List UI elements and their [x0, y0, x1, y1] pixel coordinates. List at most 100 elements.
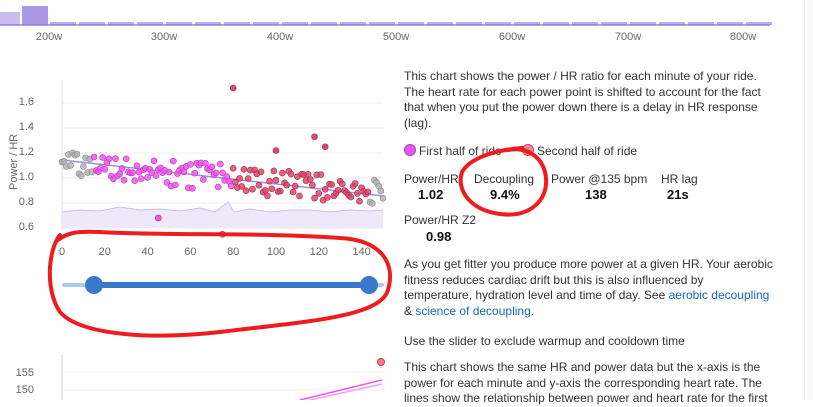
data-point — [364, 188, 372, 196]
histogram-bar — [79, 22, 105, 25]
histogram-bar — [746, 22, 772, 25]
data-point — [272, 176, 280, 184]
data-point — [339, 180, 346, 188]
data-point — [163, 179, 171, 186]
data-point — [101, 165, 109, 173]
power-hr-chart — [58, 80, 387, 238]
y-tick: 0.8 — [18, 196, 34, 208]
data-point — [306, 176, 314, 183]
data-point — [219, 169, 226, 177]
histogram-bar — [311, 22, 337, 25]
second-half-fit-line — [299, 379, 383, 400]
x-tick: 40 — [141, 246, 154, 258]
stat-power-hr-z2-value: 0.98 — [426, 229, 452, 244]
data-point — [214, 183, 222, 191]
hr-area — [62, 202, 383, 228]
data-point — [90, 153, 98, 161]
histogram-x-tick: 500w — [382, 31, 410, 43]
vertical-scrollbar[interactable] — [804, 0, 813, 400]
data-point — [351, 180, 359, 187]
data-point — [321, 186, 329, 193]
data-point — [217, 160, 224, 168]
data-point — [189, 184, 196, 192]
data-point — [232, 178, 239, 186]
data-point — [244, 175, 252, 182]
data-point — [191, 169, 198, 177]
y-tick: 1.4 — [18, 121, 34, 133]
slider-end-handle[interactable] — [359, 276, 378, 294]
histogram-bar — [340, 22, 366, 25]
histogram-x-tick: 600w — [498, 31, 526, 43]
stat-power-hr-label: Power/HR — [404, 172, 459, 186]
legend-first-half-label: First half of ride — [419, 144, 502, 158]
data-point — [208, 163, 216, 171]
slider-active-range — [94, 282, 369, 288]
second-chart-description: This chart shows the same HR and power d… — [404, 360, 768, 405]
data-point — [291, 182, 299, 190]
histogram-bar — [108, 22, 134, 25]
x-tick: 140 — [352, 246, 371, 258]
histogram-bar — [195, 22, 221, 25]
data-point — [99, 154, 106, 161]
legend-first-half[interactable]: First half of ride — [404, 144, 502, 158]
science-of-decoupling-link[interactable]: science of decoupling — [415, 303, 531, 318]
histogram-bar — [0, 12, 20, 25]
data-point — [227, 182, 235, 190]
stat-power-hr-value: 1.02 — [418, 187, 444, 202]
y-tick: 1.2 — [18, 146, 34, 158]
data-point — [270, 167, 278, 175]
power-histogram — [0, 6, 772, 26]
histogram-x-tick: 200w — [35, 31, 63, 43]
histogram-x-tick: 300w — [150, 31, 178, 43]
data-point — [377, 358, 385, 366]
data-point — [368, 200, 376, 207]
data-point — [212, 169, 220, 177]
histogram-x-tick: 800w — [729, 31, 757, 43]
data-point — [165, 168, 173, 176]
data-point — [187, 161, 194, 168]
x-tick: 80 — [227, 246, 240, 258]
histogram-bar — [166, 22, 192, 25]
data-point — [129, 169, 136, 176]
data-point — [172, 181, 179, 189]
histogram-bar — [630, 22, 656, 25]
aerobic-decoupling-link[interactable]: aerobic decoupling — [668, 288, 770, 302]
fitness-text: As you get fitter you produce more power… — [404, 257, 773, 302]
data-point — [105, 155, 113, 163]
data-point — [264, 192, 271, 200]
data-point — [80, 163, 87, 170]
data-point — [283, 181, 291, 189]
data-point — [242, 187, 250, 194]
data-point — [311, 133, 318, 141]
histogram-bar — [717, 22, 743, 25]
data-point — [356, 197, 363, 205]
data-point — [229, 165, 237, 172]
x-tick: 60 — [184, 246, 197, 258]
data-point — [73, 150, 81, 158]
stat-power-at-hr-label: Power @135 bpm — [551, 172, 648, 186]
histogram-bar — [514, 22, 540, 25]
histogram-bar — [253, 22, 279, 25]
y-tick: 155 — [15, 367, 34, 379]
fitness-description: As you get fitter you produce more power… — [404, 257, 774, 319]
slider-start-handle[interactable] — [85, 276, 104, 294]
data-point — [137, 175, 145, 183]
histogram-x-tick: 700w — [614, 31, 642, 43]
range-slider[interactable] — [62, 276, 384, 294]
data-point — [122, 155, 130, 163]
x-tick: 0 — [58, 246, 66, 258]
period-text: . — [530, 303, 535, 318]
histogram-bar — [659, 22, 685, 25]
data-point — [268, 185, 276, 193]
histogram-bar — [543, 22, 569, 25]
histogram-x-tick: 400w — [266, 31, 294, 43]
data-point — [266, 177, 273, 185]
data-point — [255, 181, 263, 189]
histogram-bar — [224, 22, 250, 25]
slider-hint: Use the slider to exclude warmup and coo… — [404, 334, 685, 348]
data-point — [240, 166, 248, 173]
data-point — [272, 147, 280, 154]
data-point — [279, 169, 286, 177]
first-half-fit-line — [309, 383, 383, 400]
data-point — [309, 181, 316, 189]
